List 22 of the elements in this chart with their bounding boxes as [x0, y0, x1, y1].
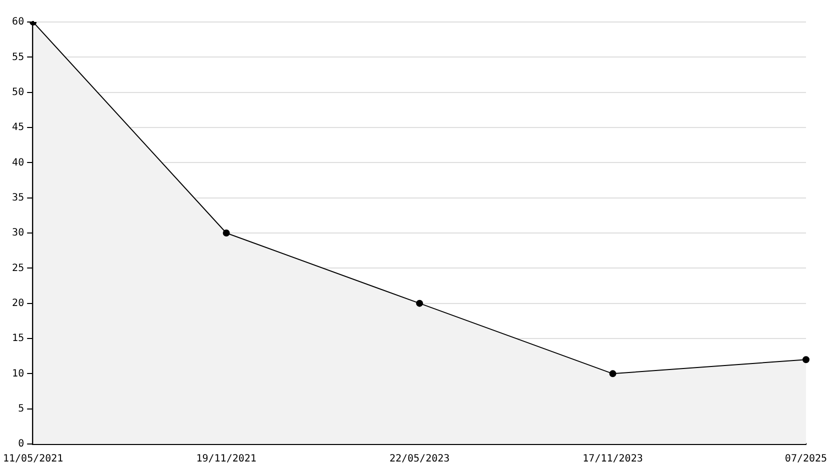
x-tick-label: 17/11/2023	[582, 454, 643, 465]
y-tick-label: 30	[12, 228, 24, 239]
y-tick-label: 25	[12, 262, 24, 274]
y-tick-label: 20	[12, 298, 24, 309]
y-tick-label: 40	[12, 157, 24, 168]
point	[802, 356, 810, 364]
point	[222, 230, 230, 236]
y-tick-label: 15	[12, 333, 24, 344]
point	[416, 300, 424, 307]
point	[609, 370, 616, 378]
y-tick-label: 35	[12, 192, 24, 204]
x-tick-label: 07/2025	[784, 454, 828, 465]
y-tick-label: 55	[12, 52, 24, 63]
y-tick-label: 10	[12, 368, 24, 380]
x-tick-label: 11/05/2021	[2, 454, 64, 465]
x-tick-label: 22/05/2023	[389, 454, 450, 465]
y-tick-label: 50	[12, 86, 24, 98]
y-tick-label: 45	[12, 122, 24, 134]
y-tick-label: 5	[18, 403, 24, 414]
y-tick-label: 0	[18, 438, 24, 450]
x-tick-label: 19/11/2021	[196, 454, 256, 465]
y-tick-label: 60	[12, 16, 24, 28]
